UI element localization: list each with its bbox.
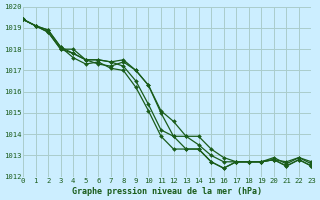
X-axis label: Graphe pression niveau de la mer (hPa): Graphe pression niveau de la mer (hPa): [72, 187, 262, 196]
